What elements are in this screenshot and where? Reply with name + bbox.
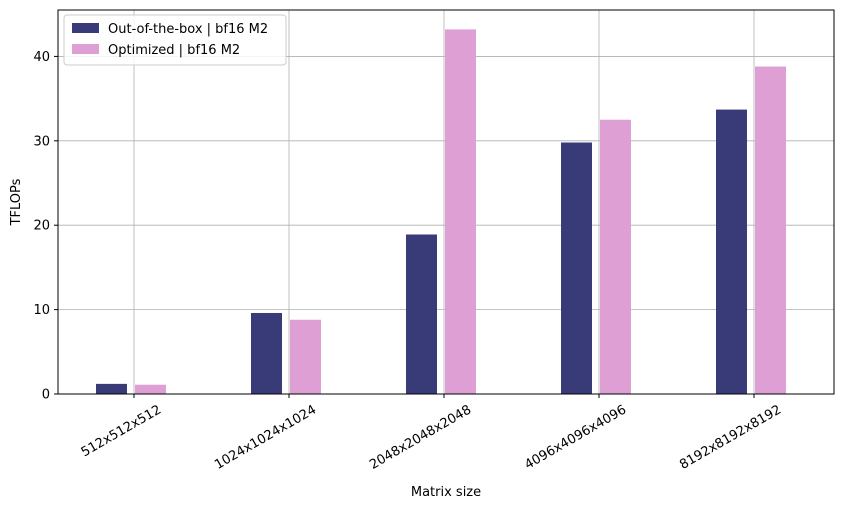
y-tick-label: 10 (33, 303, 50, 318)
x-tick-label: 4096x4096x4096 (522, 402, 629, 472)
x-axis-label: Matrix size (411, 485, 481, 500)
bar-optimized (600, 119, 631, 394)
bar-out-of-the-box (561, 142, 592, 394)
bar-out-of-the-box (96, 383, 127, 394)
legend: Out-of-the-box | bf16 M2 Optimized | bf16… (63, 14, 287, 66)
bar-optimized (755, 66, 786, 395)
bars (96, 29, 786, 395)
y-tick-label: 20 (33, 219, 50, 234)
legend-label: Optimized | bf16 M2 (108, 43, 240, 58)
bar-optimized (135, 384, 166, 394)
bar-out-of-the-box (406, 234, 437, 394)
bar-out-of-the-box (716, 109, 747, 394)
bar-optimized (445, 29, 476, 395)
legend-swatch (72, 44, 99, 54)
legend-label: Out-of-the-box | bf16 M2 (108, 22, 268, 37)
x-tick-label: 512x512x512 (79, 402, 164, 460)
x-axis: 512x512x512 1024x1024x1024 2048x2048x2048 4… (79, 394, 784, 473)
y-tick-label: 40 (33, 50, 50, 65)
y-tick-label: 0 (42, 388, 50, 403)
bar-optimized (290, 319, 321, 394)
y-tick-label: 30 (33, 134, 50, 149)
x-tick-label: 1024x1024x1024 (212, 402, 319, 472)
x-tick-label: 8192x8192x8192 (677, 402, 784, 472)
y-axis: 0 10 20 30 40 (33, 50, 58, 403)
y-axis-label: TFLOPs (9, 178, 24, 226)
legend-swatch (72, 23, 99, 33)
x-tick-label: 2048x2048x2048 (367, 402, 474, 472)
bar-out-of-the-box (251, 312, 282, 394)
legend-box (63, 14, 287, 66)
plot-frame (57, 9, 835, 395)
